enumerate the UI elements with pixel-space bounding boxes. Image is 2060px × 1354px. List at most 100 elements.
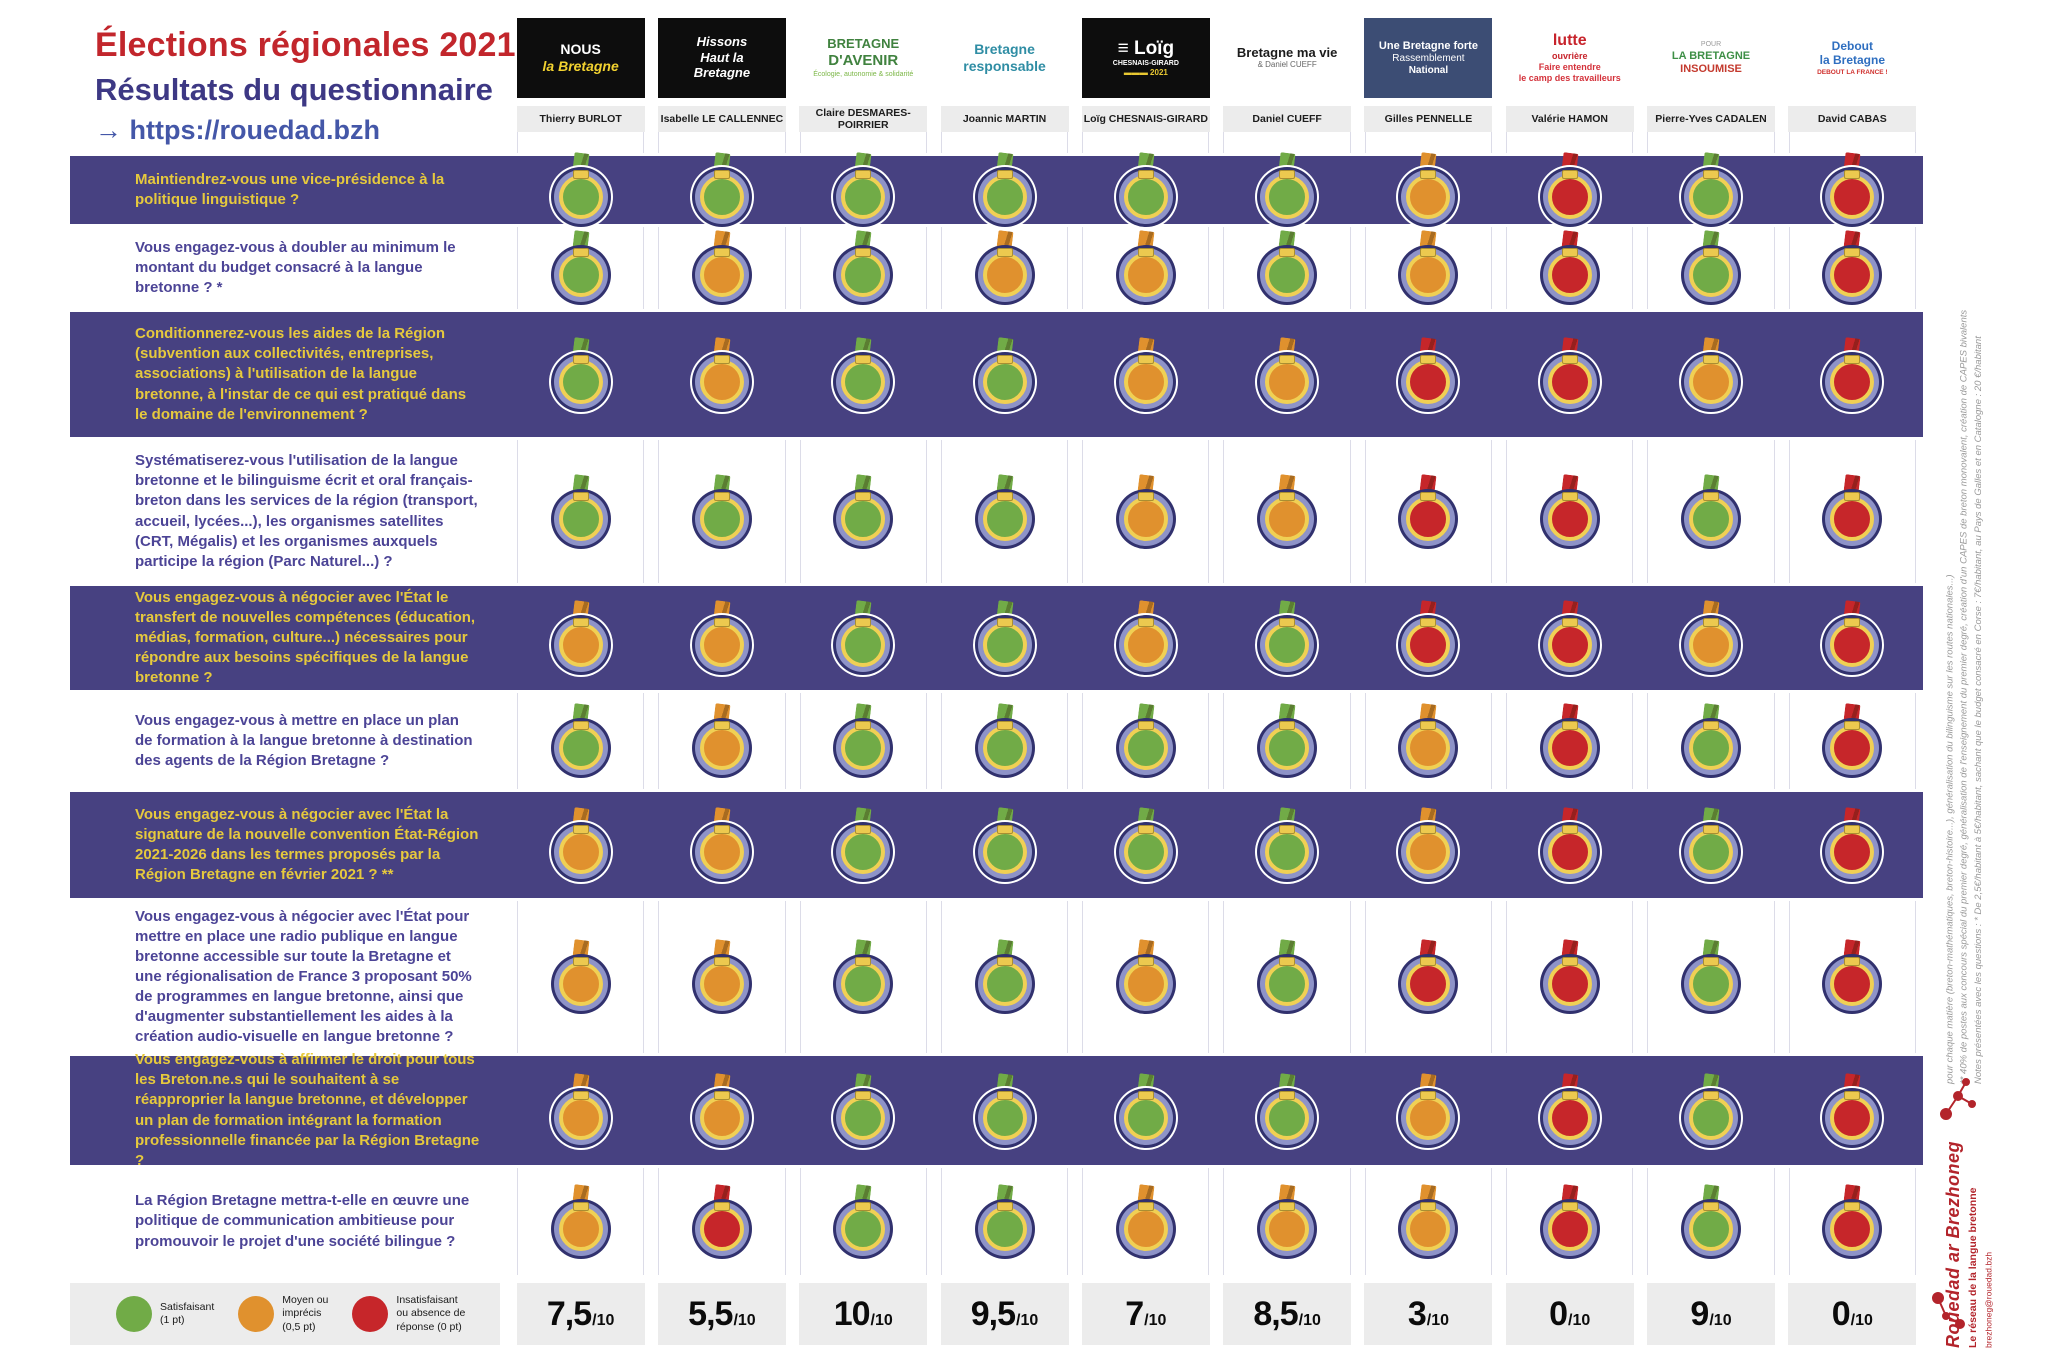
rating-cell-frame [658, 901, 786, 1053]
medal-disc [699, 175, 744, 219]
question-text: La Région Bretagne mettra-t-elle en œuvr… [135, 1192, 470, 1250]
rating-cell [1640, 1168, 1781, 1275]
score-value: 3 [1407, 1295, 1427, 1333]
rating-cell [934, 227, 1075, 309]
rating-cell [1216, 1056, 1357, 1165]
medal-clasp [1561, 618, 1578, 627]
rating-cell [1782, 440, 1923, 583]
rating-cell [1640, 792, 1781, 898]
medal-disc [982, 359, 1027, 404]
score-value: 0 [1549, 1295, 1568, 1333]
medal-clasp [996, 248, 1013, 257]
rating-cell-frame [1358, 1056, 1499, 1165]
medal-disc [1689, 1095, 1734, 1140]
rating-cell-frame [799, 901, 927, 1053]
medal-disc [1265, 623, 1310, 667]
medal-clasp [996, 1201, 1013, 1211]
party-logo-text: ▬▬▬ 2021 [1123, 68, 1168, 78]
rating-cell-frame [1075, 1056, 1216, 1165]
medal-disc [699, 253, 744, 297]
rating-cell [651, 792, 792, 898]
question-text: Conditionnerez-vous les aides de la Régi… [135, 325, 467, 423]
medal-clasp [1561, 491, 1578, 501]
medal-disc [1123, 726, 1168, 770]
party-logo-text: LA BRETAGNE [1671, 49, 1751, 62]
rating-cell [1499, 792, 1640, 898]
rating-cell-frame [940, 1168, 1069, 1275]
rating-cell-frame [1499, 152, 1640, 224]
candidate-column-header: BRETAGNE D'AVENIR Écologie, autonomie & so… [799, 18, 928, 132]
question-row: Vous engagez-vous à négocier avec l'État… [70, 789, 1923, 901]
question-row: Vous engagez-vous à négocier avec l'État… [70, 901, 1923, 1053]
rating-cell-frame [793, 152, 934, 227]
rating-cell-frame [1223, 440, 1351, 583]
rating-cell [651, 312, 792, 437]
medal-disc [841, 1206, 886, 1251]
site-url-link[interactable]: → https://rouedad.bzh [95, 115, 380, 145]
medal-orange-icon [1676, 600, 1746, 675]
medal-disc [1123, 962, 1168, 1006]
candidate-name: Thierry BURLOT [516, 106, 645, 132]
medal-disc [982, 175, 1027, 219]
party-logo: Bretagne responsable [940, 18, 1069, 98]
rating-cell [1499, 227, 1640, 309]
medal-disc [982, 1206, 1027, 1251]
medal-disc [558, 962, 603, 1006]
medal-red-icon [1535, 1183, 1605, 1259]
medal-clasp [572, 170, 589, 179]
rating-cell [510, 693, 651, 789]
spacer-cell-frame [1788, 132, 1916, 153]
medal-clasp [1420, 957, 1437, 966]
medal-clasp [1703, 491, 1720, 501]
rating-cell-frame [1782, 792, 1923, 898]
medal-disc [699, 830, 744, 874]
medal-green-icon [970, 1072, 1040, 1148]
medal-red-icon [687, 1183, 757, 1259]
medal-clasp [1420, 825, 1437, 834]
medal-clasp [1561, 1201, 1578, 1211]
score-value: 9,5 [970, 1295, 1016, 1333]
question-text: Vous engagez-vous à négocier avec l'État… [135, 907, 472, 1046]
rating-cell-frame [799, 693, 927, 789]
medal-disc [982, 726, 1027, 770]
medal-clasp [1703, 825, 1720, 834]
candidate-column-header: Bretagne ma vie & Daniel CUEFF Daniel CUEF… [1223, 18, 1352, 132]
medal-orange-icon [970, 230, 1040, 305]
rating-cell-frame [934, 1056, 1075, 1165]
medal-clasp [1279, 248, 1296, 257]
rating-cell-frame [934, 312, 1075, 437]
spacer-cell-frame [940, 132, 1069, 153]
rating-cell [1358, 227, 1499, 309]
medal-clasp [996, 170, 1013, 179]
rating-cell-frame [510, 312, 651, 437]
score-box: 7,5/10 [516, 1283, 645, 1345]
party-logo: Hissons Haut la Bretagne [657, 18, 786, 98]
medal-orange-icon [546, 807, 616, 882]
rating-cell [1640, 227, 1781, 309]
rating-cell [1499, 1056, 1640, 1165]
rating-cell [1075, 440, 1216, 583]
medal-red-icon [1817, 230, 1887, 305]
rating-cell [1075, 901, 1216, 1053]
medal-orange-icon [1111, 600, 1181, 675]
medal-green-icon [1676, 807, 1746, 882]
medal-disc [1547, 359, 1592, 404]
medal-green-icon [828, 152, 898, 227]
score-cell: 9/10 [1640, 1283, 1781, 1345]
medal-green-icon [687, 473, 757, 549]
spacer-cell [1640, 132, 1781, 153]
title-block: Élections régionales 2021 Résultats du q… [95, 26, 516, 146]
medal-clasp [1561, 354, 1578, 364]
medal-disc [558, 830, 603, 874]
medal-clasp [1561, 248, 1578, 257]
medal-red-icon [1535, 939, 1605, 1014]
medal-disc [841, 253, 886, 297]
party-logo-text: & Daniel CUEFF [1257, 60, 1317, 70]
medal-orange-icon [1393, 1072, 1463, 1148]
medal-clasp [1279, 1090, 1296, 1100]
party-logo-text: le camp des travailleurs [1518, 73, 1621, 84]
medal-disc [1689, 1206, 1734, 1251]
medal-green-icon [1252, 152, 1322, 227]
question-text: Systématiserez-vous l'utilisation de la … [135, 452, 478, 570]
rating-cell [1782, 792, 1923, 898]
